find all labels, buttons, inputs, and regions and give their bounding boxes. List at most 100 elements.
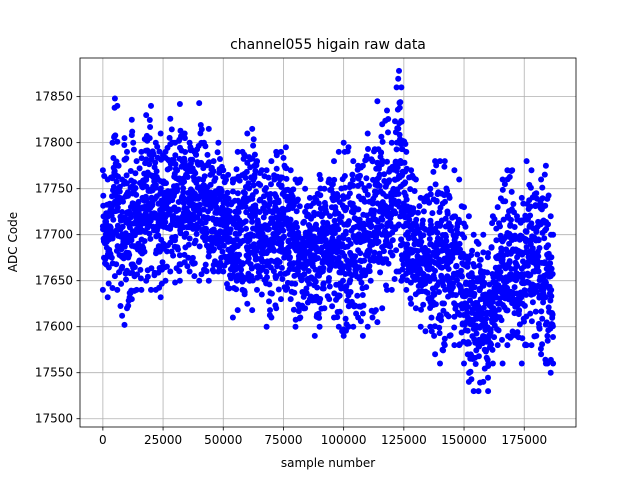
data-point: [335, 148, 342, 155]
data-point: [123, 172, 130, 179]
data-point: [528, 318, 535, 325]
data-point: [242, 174, 249, 181]
data-point: [99, 167, 106, 174]
data-point: [495, 327, 502, 334]
data-point: [402, 179, 409, 186]
data-point: [499, 336, 505, 343]
data-point: [314, 284, 321, 291]
data-point: [485, 361, 492, 367]
data-point: [499, 186, 506, 193]
data-point: [363, 175, 370, 182]
data-point: [266, 298, 272, 305]
data-point: [287, 296, 294, 303]
data-point: [110, 216, 117, 223]
data-point: [379, 216, 386, 223]
data-point: [268, 290, 275, 297]
data-point: [256, 273, 263, 280]
data-point: [287, 254, 293, 261]
data-point: [454, 277, 460, 284]
data-point: [335, 226, 342, 233]
data-point: [545, 304, 552, 311]
data-point: [104, 176, 111, 183]
data-point: [375, 238, 382, 245]
data-point: [450, 280, 457, 287]
data-point: [379, 305, 386, 312]
data-point: [109, 139, 116, 146]
data-point: [206, 159, 213, 166]
data-point: [438, 317, 445, 324]
data-point: [456, 176, 463, 183]
data-point: [172, 161, 179, 168]
data-point: [211, 246, 217, 253]
data-point: [395, 190, 402, 197]
data-point: [163, 263, 170, 270]
data-point: [205, 215, 212, 222]
data-point: [544, 337, 551, 344]
x-tick-label: 25000: [144, 433, 182, 447]
data-point: [250, 136, 257, 143]
data-point: [389, 252, 396, 259]
data-point: [471, 290, 478, 297]
data-point: [342, 315, 349, 322]
data-point: [234, 307, 241, 314]
data-point: [109, 285, 116, 291]
data-point: [363, 153, 370, 160]
data-point: [391, 276, 398, 282]
data-point: [395, 75, 402, 82]
data-point: [368, 222, 375, 229]
data-point: [549, 323, 556, 330]
data-point: [456, 240, 463, 247]
data-point: [301, 271, 308, 278]
data-point: [311, 332, 318, 339]
data-point: [541, 235, 548, 242]
data-point: [509, 332, 516, 339]
data-point: [436, 324, 443, 331]
data-point: [294, 196, 301, 203]
data-point: [533, 332, 540, 339]
data-point: [395, 221, 402, 228]
data-point: [172, 233, 179, 240]
data-point: [401, 159, 408, 166]
data-point: [528, 220, 535, 227]
data-point: [321, 185, 328, 192]
data-point: [504, 167, 511, 174]
data-point: [146, 135, 153, 142]
data-point: [157, 130, 164, 137]
data-point: [320, 265, 327, 271]
data-point: [278, 264, 285, 271]
data-point: [292, 323, 299, 330]
data-point: [346, 190, 353, 197]
data-point: [408, 300, 415, 307]
data-point: [303, 290, 310, 297]
data-point: [214, 149, 221, 156]
data-point: [119, 176, 126, 183]
data-point: [152, 159, 159, 166]
data-point: [489, 360, 496, 367]
data-point: [361, 257, 368, 264]
data-point: [258, 167, 265, 174]
data-point: [393, 146, 400, 153]
data-point: [119, 263, 126, 270]
data-point: [527, 212, 534, 219]
data-point: [436, 330, 443, 337]
data-point: [340, 277, 346, 284]
data-point: [287, 216, 294, 223]
data-point: [523, 291, 530, 298]
data-point: [260, 214, 267, 221]
data-point: [432, 267, 438, 274]
data-point: [115, 173, 121, 180]
data-point: [133, 286, 140, 293]
data-point: [155, 232, 162, 239]
data-point: [432, 181, 439, 188]
data-point: [361, 198, 368, 205]
data-point: [233, 286, 240, 293]
data-point: [425, 247, 432, 254]
data-point: [379, 157, 386, 164]
data-point: [267, 307, 273, 314]
data-point: [195, 224, 202, 230]
data-point: [201, 173, 208, 180]
data-point: [461, 360, 467, 367]
data-point: [220, 167, 227, 174]
data-point: [181, 178, 188, 185]
data-point: [415, 209, 421, 216]
